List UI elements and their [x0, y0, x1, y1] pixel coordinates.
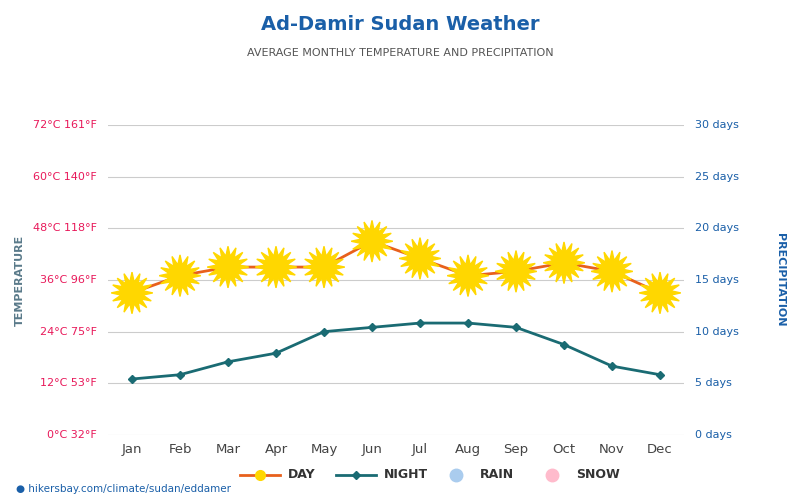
- Text: 0 days: 0 days: [695, 430, 732, 440]
- Polygon shape: [410, 249, 430, 268]
- Text: PRECIPITATION: PRECIPITATION: [775, 233, 785, 327]
- Text: AVERAGE MONTHLY TEMPERATURE AND PRECIPITATION: AVERAGE MONTHLY TEMPERATURE AND PRECIPIT…: [246, 48, 554, 58]
- Polygon shape: [122, 284, 142, 302]
- Polygon shape: [111, 272, 153, 314]
- Text: TEMPERATURE: TEMPERATURE: [15, 234, 25, 326]
- Text: Ad-Damir Sudan Weather: Ad-Damir Sudan Weather: [261, 15, 539, 34]
- Text: 72°C 161°F: 72°C 161°F: [33, 120, 97, 130]
- Text: 5 days: 5 days: [695, 378, 732, 388]
- Text: 48°C 118°F: 48°C 118°F: [33, 224, 97, 234]
- Polygon shape: [362, 232, 382, 250]
- Polygon shape: [506, 262, 526, 280]
- Text: 10 days: 10 days: [695, 326, 739, 336]
- Polygon shape: [543, 242, 585, 284]
- Text: 25 days: 25 days: [695, 172, 739, 181]
- Polygon shape: [602, 262, 622, 280]
- Text: 30 days: 30 days: [695, 120, 739, 130]
- Polygon shape: [399, 238, 441, 280]
- Text: 24°C 75°F: 24°C 75°F: [40, 326, 97, 336]
- Text: 0°C 32°F: 0°C 32°F: [47, 430, 97, 440]
- Text: 15 days: 15 days: [695, 275, 739, 285]
- Polygon shape: [351, 220, 393, 262]
- Polygon shape: [170, 266, 190, 285]
- Polygon shape: [458, 266, 478, 285]
- Polygon shape: [159, 255, 201, 296]
- Text: 12°C 53°F: 12°C 53°F: [40, 378, 97, 388]
- Polygon shape: [218, 258, 238, 276]
- Text: ● hikersbay.com/climate/sudan/eddamer: ● hikersbay.com/climate/sudan/eddamer: [16, 484, 231, 494]
- Text: 20 days: 20 days: [695, 224, 739, 234]
- Text: SNOW: SNOW: [576, 468, 620, 481]
- Text: NIGHT: NIGHT: [384, 468, 428, 481]
- Polygon shape: [639, 272, 681, 314]
- Polygon shape: [554, 254, 574, 272]
- Text: RAIN: RAIN: [480, 468, 514, 481]
- Polygon shape: [495, 250, 537, 292]
- Polygon shape: [303, 246, 345, 288]
- Polygon shape: [314, 258, 334, 276]
- Text: DAY: DAY: [288, 468, 316, 481]
- Polygon shape: [255, 246, 297, 288]
- Polygon shape: [266, 258, 286, 276]
- Polygon shape: [447, 255, 489, 296]
- Polygon shape: [207, 246, 249, 288]
- Polygon shape: [650, 284, 670, 302]
- Polygon shape: [591, 250, 633, 292]
- Text: 36°C 96°F: 36°C 96°F: [40, 275, 97, 285]
- Text: 60°C 140°F: 60°C 140°F: [33, 172, 97, 181]
